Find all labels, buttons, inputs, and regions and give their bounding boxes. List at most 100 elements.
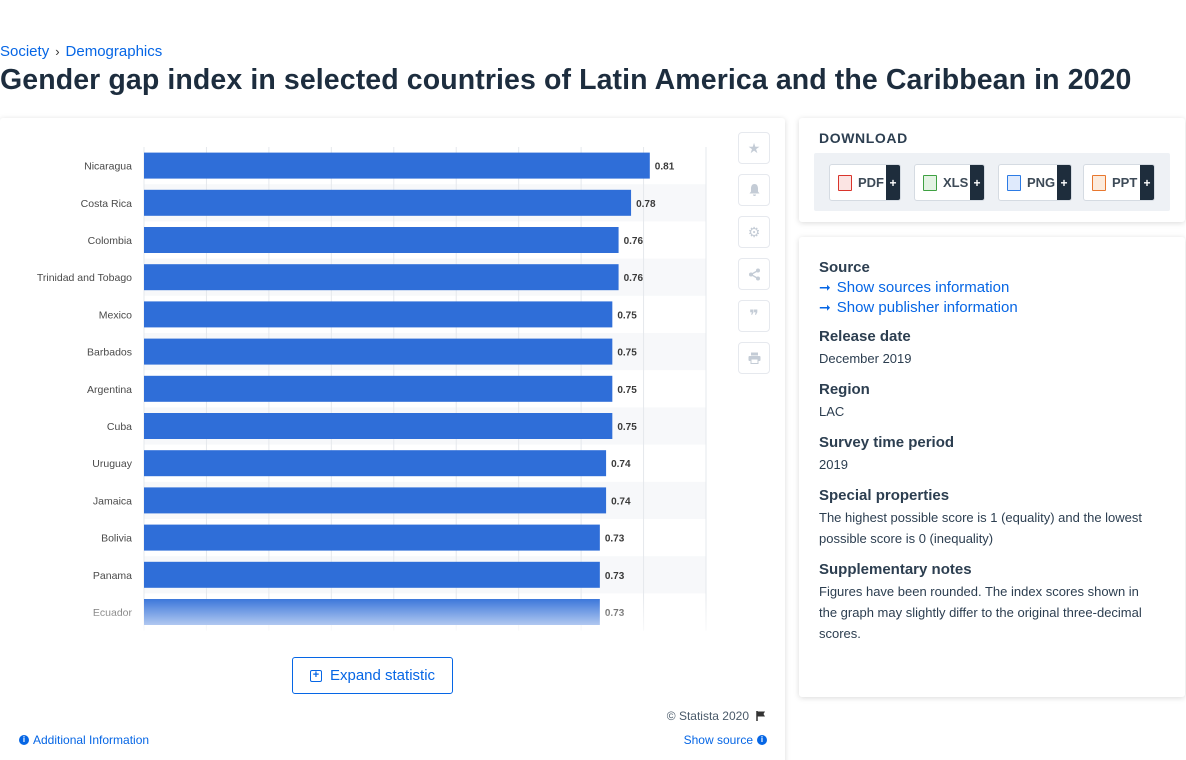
download-png-button[interactable]: PNG + <box>998 164 1072 201</box>
bar-trinidad-and-tobago[interactable] <box>144 264 619 291</box>
category-label: Nicaragua <box>84 161 132 173</box>
pdf-file-icon <box>838 174 852 191</box>
category-label: Mexico <box>99 309 132 321</box>
png-file-icon <box>1007 174 1021 191</box>
plus-icon: + <box>1140 165 1154 200</box>
plus-square-icon: + <box>309 669 322 682</box>
copyright-text: © Statista 2020 <box>666 709 749 723</box>
bar-barbados[interactable] <box>144 338 613 365</box>
cite-button[interactable]: ❞ <box>738 300 770 332</box>
share-button[interactable] <box>738 258 770 290</box>
data-label: 0.75 <box>617 422 637 433</box>
show-sources-label: Show sources information <box>836 279 1010 296</box>
flag-icon[interactable] <box>755 710 767 722</box>
download-xls-label: XLS <box>943 175 969 190</box>
category-label: Barbados <box>87 347 132 359</box>
bar-argentina[interactable] <box>144 375 613 402</box>
data-label: 0.73 <box>605 571 625 582</box>
bar-cuba[interactable] <box>144 413 613 439</box>
download-title: DOWNLOAD <box>819 130 908 146</box>
region-value: LAC <box>819 404 845 419</box>
category-label: Costa Rica <box>81 198 133 210</box>
bar-panama[interactable] <box>144 561 600 588</box>
download-pdf-button[interactable]: PDF + <box>829 164 901 201</box>
show-publisher-link[interactable]: ➞ Show publisher information <box>819 299 1159 316</box>
show-sources-link[interactable]: ➞ Show sources information <box>819 279 1159 296</box>
bar-nicaragua[interactable] <box>144 152 650 179</box>
survey-period-heading: Survey time period <box>819 434 955 451</box>
additional-information-label: Additional Information <box>33 733 150 747</box>
settings-button[interactable]: ⚙ <box>738 216 770 248</box>
download-panel: DOWNLOAD PDF + XLS + PNG + PPT + <box>799 118 1185 222</box>
data-label: 0.76 <box>624 236 644 247</box>
download-buttons: PDF + XLS + PNG + PPT + <box>814 153 1170 211</box>
category-label: Cuba <box>107 421 132 433</box>
category-label: Colombia <box>88 235 133 247</box>
data-label: 0.74 <box>611 459 631 470</box>
chart-tools: ★ ⚙ ❞ <box>738 132 770 374</box>
statistic-info-panel: Source ➞ Show sources information ➞ Show… <box>799 237 1185 697</box>
arrow-right-icon: ➞ <box>819 279 831 295</box>
ppt-file-icon <box>1092 174 1106 191</box>
download-xls-button[interactable]: XLS + <box>914 164 985 201</box>
chart-card: Nicaragua 0.81 Costa Rica 0.78 Colombia 0.76 T… <box>0 118 785 760</box>
data-label: 0.75 <box>617 310 637 321</box>
print-button[interactable] <box>738 342 770 374</box>
show-source-label: Show source <box>683 733 753 747</box>
notification-button[interactable] <box>738 174 770 206</box>
plus-icon: + <box>886 165 900 200</box>
breadcrumb-item-society[interactable]: Society <box>0 43 50 60</box>
expand-statistic-button[interactable]: + Expand statistic <box>292 657 453 694</box>
print-icon <box>748 352 760 364</box>
bar-costa-rica[interactable] <box>144 189 632 216</box>
region-heading: Region <box>819 381 870 398</box>
category-label: Panama <box>93 570 132 582</box>
arrow-right-icon: ➞ <box>819 299 831 315</box>
data-label: 0.75 <box>617 385 637 396</box>
data-label: 0.76 <box>624 273 644 284</box>
breadcrumb-item-demographics[interactable]: Demographics <box>65 43 163 60</box>
supplementary-notes-heading: Supplementary notes <box>819 561 972 578</box>
bar-uruguay[interactable] <box>144 450 607 477</box>
data-label: 0.81 <box>655 162 675 173</box>
release-date-heading: Release date <box>819 328 911 345</box>
category-label: Trinidad and Tobago <box>37 272 132 284</box>
download-ppt-button[interactable]: PPT + <box>1083 164 1155 201</box>
quote-icon: ❞ <box>749 308 759 325</box>
page-title: Gender gap index in selected countries o… <box>0 64 1132 96</box>
expand-statistic-label: Expand statistic <box>329 667 436 684</box>
breadcrumb-separator-icon: › <box>55 44 60 59</box>
bar-bolivia[interactable] <box>144 524 600 551</box>
plus-icon: + <box>1057 165 1071 200</box>
info-icon: i <box>757 735 767 745</box>
data-label: 0.73 <box>605 534 625 545</box>
gear-icon: ⚙ <box>747 223 761 240</box>
survey-period-value: 2019 <box>819 457 848 472</box>
bar-chart: Nicaragua 0.81 Costa Rica 0.78 Colombia 0.76 T… <box>0 147 730 638</box>
star-icon: ★ <box>747 139 761 156</box>
plus-icon: + <box>970 165 984 200</box>
supplementary-notes-value: Figures have been rounded. The index sco… <box>819 584 1142 641</box>
category-label: Argentina <box>87 384 132 396</box>
category-label: Jamaica <box>93 495 132 507</box>
copyright: © Statista 2020 <box>667 709 767 723</box>
info-icon: i <box>19 735 29 745</box>
data-label: 0.74 <box>611 496 631 507</box>
share-icon <box>748 268 760 280</box>
category-label: Uruguay <box>92 458 132 470</box>
breadcrumb: Society › Demographics <box>0 43 162 60</box>
additional-information-link[interactable]: i Additional Information <box>19 733 149 747</box>
release-date-value: December 2019 <box>819 351 912 366</box>
source-heading: Source <box>819 259 870 276</box>
show-source-link[interactable]: Show source i <box>684 733 767 747</box>
bar-colombia[interactable] <box>144 227 619 253</box>
data-label: 0.78 <box>636 199 656 210</box>
show-publisher-label: Show publisher information <box>836 299 1018 316</box>
special-properties-value: The highest possible score is 1 (equalit… <box>819 510 1143 546</box>
bar-jamaica[interactable] <box>144 487 607 514</box>
xls-file-icon <box>923 174 937 191</box>
special-properties-heading: Special properties <box>819 487 950 504</box>
favorite-button[interactable]: ★ <box>738 132 770 164</box>
bar-mexico[interactable] <box>144 301 613 328</box>
bell-icon <box>749 184 759 196</box>
